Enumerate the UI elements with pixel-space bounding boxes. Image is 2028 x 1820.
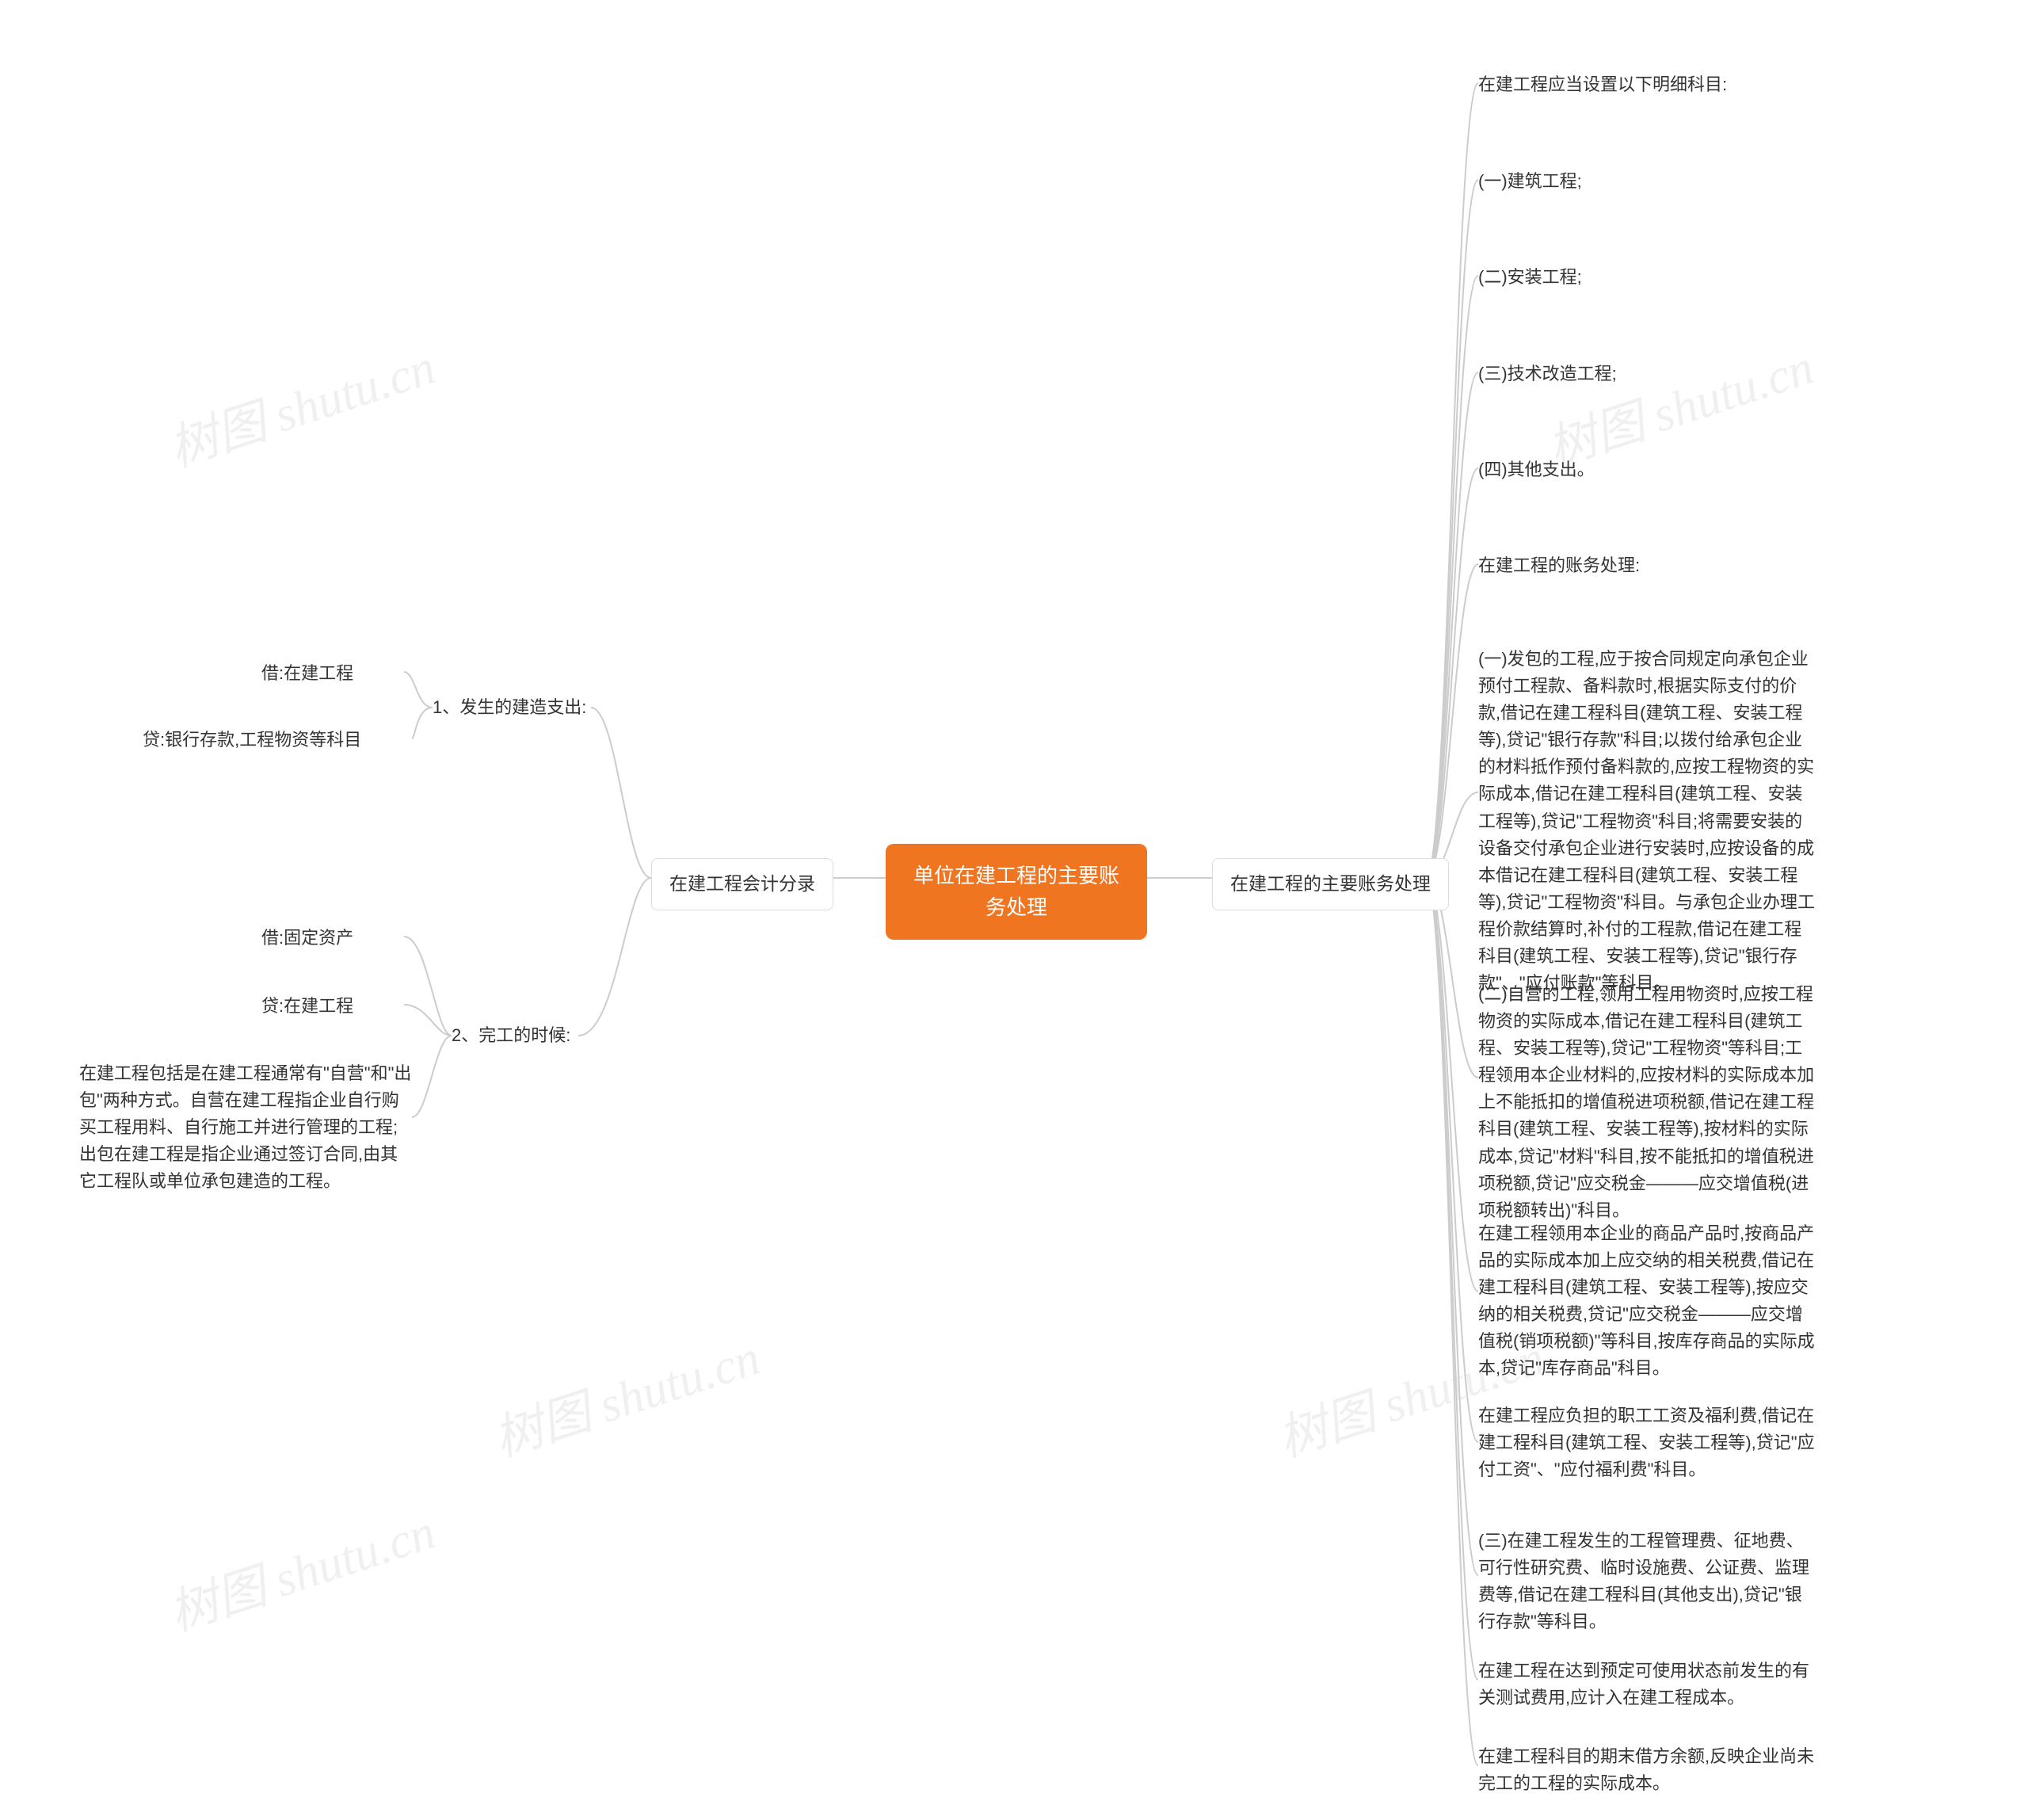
watermark: 树图 shutu.cn — [158, 1492, 443, 1645]
leaf-text: (二)安装工程; — [1478, 267, 1582, 287]
leaf-node[interactable]: (一)建筑工程; — [1478, 168, 1811, 195]
branch-label: 在建工程会计分录 — [669, 873, 815, 894]
leaf-text: 借:固定资产 — [261, 928, 353, 948]
sub-node[interactable]: 1、发生的建造支出: — [433, 694, 586, 721]
watermark: 树图 shutu.cn — [158, 327, 443, 480]
leaf-text: 贷:在建工程 — [261, 996, 353, 1016]
leaf-text: 在建工程包括是在建工程通常有"自营"和"出包"两种方式。自营在建工程指企业自行购… — [79, 1063, 411, 1191]
leaf-text: 在建工程在达到预定可使用状态前发生的有关测试费用,应计入在建工程成本。 — [1478, 1661, 1809, 1707]
leaf-node[interactable]: 贷:在建工程 — [261, 993, 404, 1020]
branch-right[interactable]: 在建工程的主要账务处理 — [1212, 858, 1449, 910]
leaf-text: 借:在建工程 — [261, 663, 353, 683]
leaf-node[interactable]: 在建工程在达到预定可使用状态前发生的有关测试费用,应计入在建工程成本。 — [1478, 1658, 1819, 1711]
leaf-node[interactable]: (三)在建工程发生的工程管理费、征地费、可行性研究费、临时设施费、公证费、监理费… — [1478, 1528, 1819, 1635]
leaf-node[interactable]: 在建工程领用本企业的商品产品时,按商品产品的实际成本加上应交纳的相关税费,借记在… — [1478, 1220, 1819, 1383]
leaf-text: (四)其他支出。 — [1478, 460, 1595, 479]
leaf-node[interactable]: (一)发包的工程,应于按合同规定向承包企业预付工程款、备料款时,根据实际支付的价… — [1478, 646, 1819, 997]
leaf-text: (三)在建工程发生的工程管理费、征地费、可行性研究费、临时设施费、公证费、监理费… — [1478, 1531, 1809, 1631]
leaf-node[interactable]: 在建工程应负担的职工工资及福利费,借记在建工程科目(建筑工程、安装工程等),贷记… — [1478, 1402, 1819, 1483]
watermark: 树图 shutu.cn — [483, 1318, 768, 1471]
leaf-node[interactable]: 借:固定资产 — [261, 925, 404, 952]
sub-node[interactable]: 2、完工的时候: — [452, 1022, 570, 1049]
leaf-text: 在建工程应负担的职工工资及福利费,借记在建工程科目(建筑工程、安装工程等),贷记… — [1478, 1406, 1815, 1479]
sub-label: 1、发生的建造支出: — [433, 697, 586, 717]
branch-left[interactable]: 在建工程会计分录 — [651, 858, 833, 910]
root-node[interactable]: 单位在建工程的主要账务处理 — [886, 844, 1147, 940]
leaf-text: (三)技术改造工程; — [1478, 364, 1617, 383]
leaf-text: (一)建筑工程; — [1478, 171, 1582, 191]
leaf-node[interactable]: 在建工程的账务处理: — [1478, 552, 1811, 579]
leaf-node[interactable]: (四)其他支出。 — [1478, 456, 1811, 483]
leaf-text: 在建工程领用本企业的商品产品时,按商品产品的实际成本加上应交纳的相关税费,借记在… — [1478, 1223, 1815, 1378]
leaf-text: (二)自营的工程,领用工程用物资时,应按工程物资的实际成本,借记在建工程科目(建… — [1478, 984, 1814, 1220]
sub-label: 2、完工的时候: — [452, 1025, 570, 1045]
leaf-text: 在建工程的账务处理: — [1478, 555, 1640, 575]
leaf-node[interactable]: (二)自营的工程,领用工程用物资时,应按工程物资的实际成本,借记在建工程科目(建… — [1478, 981, 1819, 1224]
leaf-node[interactable]: 借:在建工程 — [261, 660, 404, 687]
leaf-text: 贷:银行存款,工程物资等科目 — [143, 730, 361, 750]
root-label: 单位在建工程的主要账务处理 — [913, 864, 1119, 919]
leaf-node[interactable]: 在建工程应当设置以下明细科目: — [1478, 71, 1811, 98]
leaf-node[interactable]: 在建工程包括是在建工程通常有"自营"和"出包"两种方式。自营在建工程指企业自行购… — [79, 1060, 412, 1195]
branch-label: 在建工程的主要账务处理 — [1230, 873, 1431, 894]
leaf-node[interactable]: 在建工程科目的期末借方余额,反映企业尚未完工的工程的实际成本。 — [1478, 1743, 1819, 1797]
leaf-node[interactable]: (二)安装工程; — [1478, 264, 1811, 291]
leaf-node[interactable]: 贷:银行存款,工程物资等科目 — [143, 727, 412, 754]
leaf-node[interactable]: (三)技术改造工程; — [1478, 361, 1811, 387]
leaf-text: 在建工程应当设置以下明细科目: — [1478, 74, 1727, 94]
leaf-text: 在建工程科目的期末借方余额,反映企业尚未完工的工程的实际成本。 — [1478, 1746, 1814, 1793]
leaf-text: (一)发包的工程,应于按合同规定向承包企业预付工程款、备料款时,根据实际支付的价… — [1478, 649, 1815, 993]
mindmap-canvas: 树图 shutu.cn 树图 shutu.cn 树图 shutu.cn 树图 s… — [0, 0, 2028, 1820]
